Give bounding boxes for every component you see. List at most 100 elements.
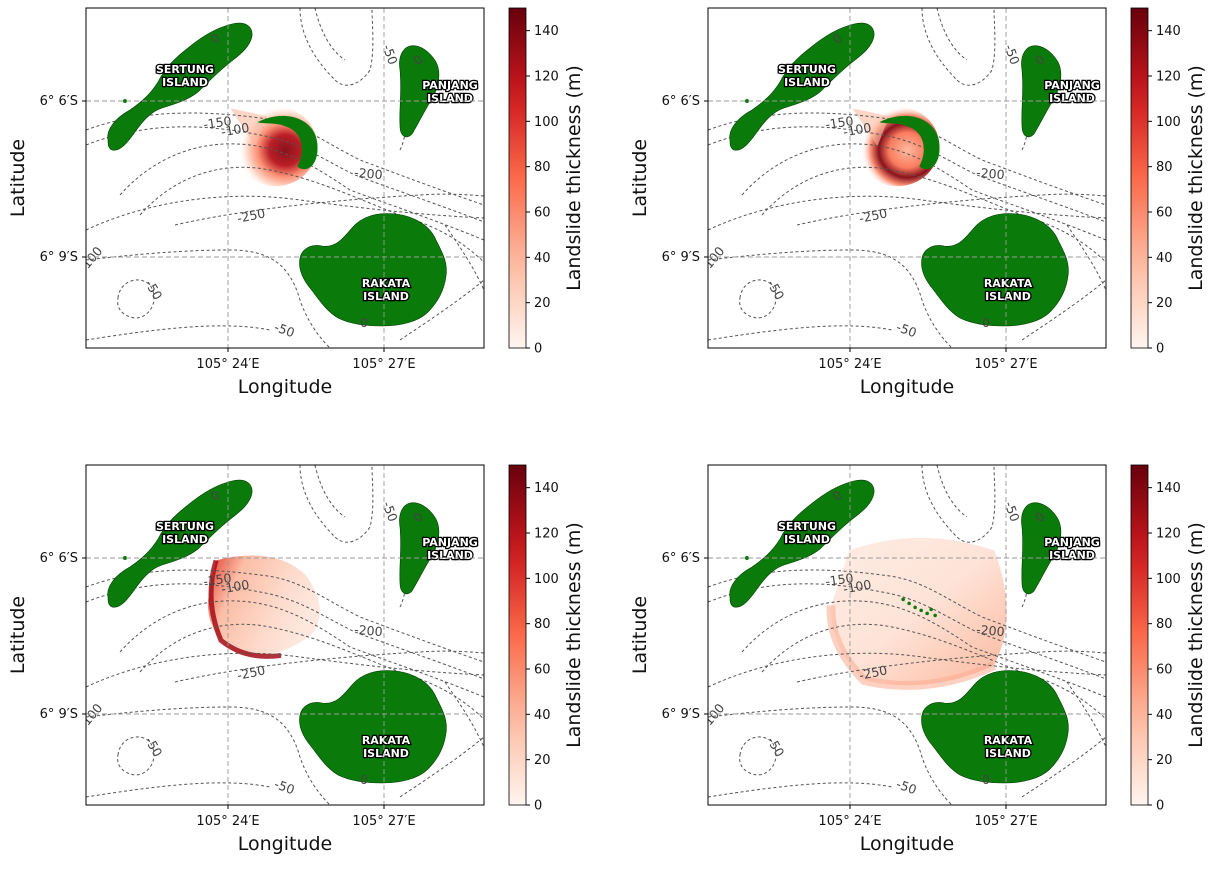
bathymetry-contour [741, 600, 1106, 698]
contour-label: -250 [858, 205, 889, 226]
contour-label: -50 [380, 42, 401, 66]
bathymetry-contour [139, 623, 484, 720]
bathymetry-contour [708, 652, 1106, 688]
y-axis-label: Latitude [7, 596, 29, 674]
island-label: PANJANG ISLAND [422, 536, 478, 562]
colorbar-tick-label: 60 [534, 206, 551, 221]
sertung-island-shape [729, 479, 875, 608]
y-tick-label: 6° 6′S [40, 94, 78, 109]
colorbar-label: Landslide thickness (m) [563, 65, 585, 291]
island-label: RAKATA ISLAND [984, 734, 1033, 760]
rakata-island-shape [299, 213, 447, 327]
contour-label: -200 [354, 165, 384, 182]
land-fragment [925, 611, 929, 616]
contour-label: -150 [202, 113, 232, 132]
land-fragment [907, 601, 911, 606]
contour-label: -50 [894, 776, 918, 797]
contour-label: 0 [360, 315, 368, 330]
sertung-island-shape [107, 22, 253, 151]
bathymetry-contour [86, 652, 484, 688]
colorbar-tick-label: 40 [534, 251, 551, 266]
bathymetry-contour [739, 736, 777, 776]
y-tick-label: 6° 9′S [662, 707, 700, 722]
map-panel-2: SERTUNG ISLAND PANJANG ISLAND RAKATA ISLAND 0 -… [622, 0, 1214, 420]
bathymetry-contour [174, 650, 484, 683]
colorbar [508, 7, 527, 349]
panjang-island-shape [1021, 502, 1062, 595]
bathymetry-contour [796, 650, 1106, 683]
x-tick-label: 105° 27′E [352, 814, 415, 829]
bathymetry-contour [708, 569, 1106, 663]
bathymetry-contour [708, 325, 893, 341]
panjang-island-shape [1021, 45, 1062, 138]
map-panel-4: SERTUNG ISLAND PANJANG ISLAND RAKATA ISLAND 0 -… [622, 457, 1214, 877]
colorbar-tick-label: 100 [534, 115, 559, 130]
colorbar-tick-label: 120 [1156, 70, 1181, 85]
landslide-deposit [831, 537, 1007, 686]
bathymetry-contour [708, 126, 1106, 223]
bathymetry-contour [119, 600, 484, 698]
contour-label: -150 [202, 570, 232, 589]
islet [123, 556, 127, 560]
colorbar-tick-label: 0 [1156, 799, 1164, 814]
bathymetry-contour [139, 166, 484, 263]
bathymetry-contour [761, 623, 1106, 720]
map-svg-3: SERTUNG ISLAND PANJANG ISLAND RAKATA ISLAND 0 -… [7, 464, 585, 855]
plot-frame [85, 464, 485, 806]
rakata-island-shape [299, 670, 447, 784]
colorbar-tick-label: 100 [1156, 572, 1181, 587]
colorbar-tick-label: 60 [1156, 663, 1173, 678]
bathymetry-contour [1021, 736, 1106, 798]
bathymetry-contour [708, 782, 893, 798]
colorbar-tick-label: 100 [1156, 115, 1181, 130]
colorbar [1130, 7, 1149, 349]
bathymetry-contour [117, 736, 155, 776]
land-fragment [933, 613, 937, 618]
colorbar-label: Landslide thickness (m) [563, 522, 585, 748]
y-tick-label: 6° 6′S [662, 94, 700, 109]
colorbar-label: Landslide thickness (m) [1185, 65, 1207, 291]
bathymetry-contour [1066, 681, 1106, 748]
colorbar-tick-label: 140 [1156, 24, 1181, 39]
plot-frame [85, 7, 485, 349]
islet [745, 99, 749, 103]
bathymetry-contour [314, 8, 346, 61]
colorbar-tick-label: 80 [1156, 617, 1173, 632]
x-tick-label: 105° 24′E [196, 357, 259, 372]
colorbar [1130, 464, 1149, 806]
bathymetry-contour [399, 736, 484, 798]
contour-label: -250 [236, 205, 267, 226]
rakata-island-shape [921, 670, 1069, 784]
bathymetry-contour [299, 8, 374, 86]
bathymetry-contour [86, 112, 484, 206]
bathymetry-contour [741, 143, 1106, 241]
anak-krakatau-island [879, 115, 940, 170]
bathymetry-contour [117, 279, 155, 319]
rakata-island-shape [921, 213, 1069, 327]
bathymetry-contour [444, 681, 484, 748]
x-axis-label: Longitude [860, 376, 955, 398]
sertung-island-shape [729, 22, 875, 151]
land-fragment [929, 607, 933, 612]
colorbar-tick-label: 120 [1156, 527, 1181, 542]
y-tick-label: 6° 9′S [40, 250, 78, 265]
bathymetry-contour [86, 126, 484, 223]
x-tick-label: 105° 27′E [352, 357, 415, 372]
map-svg-1: SERTUNG ISLAND PANJANG ISLAND RAKATA ISLAND 0 -… [7, 7, 585, 398]
x-tick-label: 105° 27′E [974, 814, 1037, 829]
bathymetry-contour [1066, 224, 1106, 291]
bathymetry-contour [708, 583, 1106, 680]
contour-label: -50 [1002, 499, 1023, 523]
x-tick-label: 105° 24′E [818, 357, 881, 372]
y-tick-label: 6° 9′S [662, 250, 700, 265]
island-label: SERTUNG ISLAND [778, 63, 836, 89]
x-axis-label: Longitude [860, 833, 955, 855]
plot-frame [707, 464, 1107, 806]
bathymetry-contour [708, 249, 953, 348]
bathymetry-contour [174, 193, 484, 226]
bathymetry-contour [86, 782, 271, 798]
colorbar-tick-label: 40 [1156, 708, 1173, 723]
bathymetry-contour [936, 8, 968, 61]
bathymetry-contour [708, 706, 953, 805]
colorbar-tick-label: 20 [534, 296, 551, 311]
